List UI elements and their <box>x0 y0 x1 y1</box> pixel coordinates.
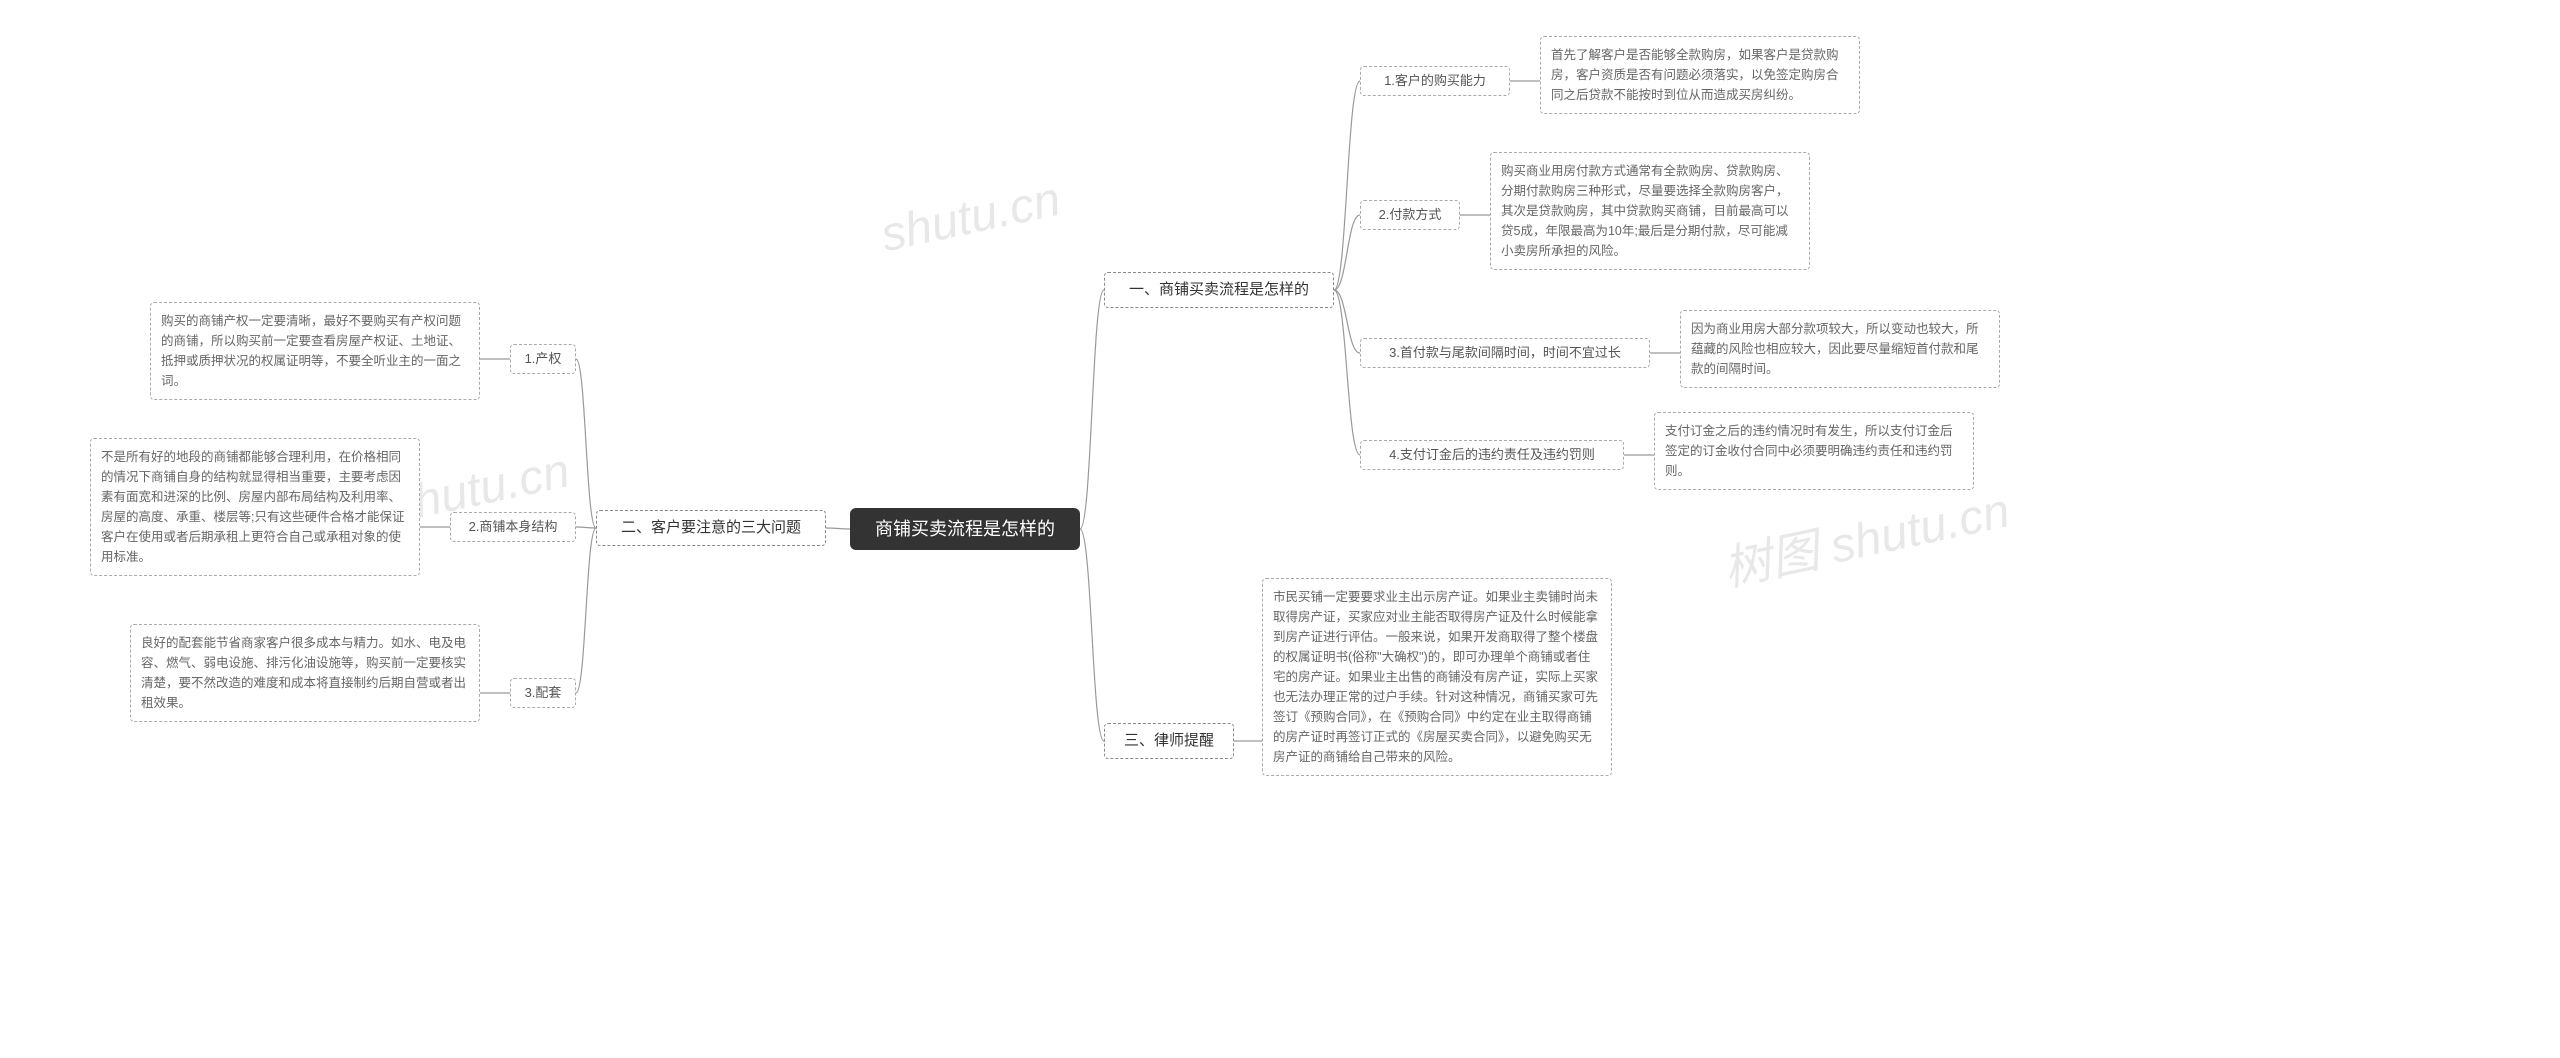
sub-2-3[interactable]: 3.配套 <box>510 678 576 708</box>
leaf-1-1: 首先了解客户是否能够全款购房，如果客户是贷款购房，客户资质是否有问题必须落实，以… <box>1540 36 1860 114</box>
sub-1-2[interactable]: 2.付款方式 <box>1360 200 1460 230</box>
leaf-2-2: 不是所有好的地段的商铺都能够合理利用，在价格相同的情况下商铺自身的结构就显得相当… <box>90 438 420 576</box>
branch-section-2[interactable]: 二、客户要注意的三大问题 <box>596 510 826 546</box>
leaf-1-4: 支付订金之后的违约情况时有发生，所以支付订金后签定的订金收付合同中必须要明确违约… <box>1654 412 1974 490</box>
sub-2-2[interactable]: 2.商铺本身结构 <box>450 512 576 542</box>
leaf-2-3: 良好的配套能节省商家客户很多成本与精力。如水、电及电容、燃气、弱电设施、排污化油… <box>130 624 480 722</box>
branch-section-3[interactable]: 三、律师提醒 <box>1104 723 1234 759</box>
leaf-1-3: 因为商业用房大部分款项较大，所以变动也较大，所蕴藏的风险也相应较大，因此要尽量缩… <box>1680 310 2000 388</box>
sub-1-1[interactable]: 1.客户的购买能力 <box>1360 66 1510 96</box>
leaf-2-1: 购买的商铺产权一定要清晰，最好不要购买有产权问题的商铺，所以购买前一定要查看房屋… <box>150 302 480 400</box>
branch-section-1[interactable]: 一、商铺买卖流程是怎样的 <box>1104 272 1334 308</box>
sub-2-1[interactable]: 1.产权 <box>510 344 576 374</box>
sub-1-4[interactable]: 4.支付订金后的违约责任及违约罚则 <box>1360 440 1624 470</box>
watermark: shutu.cn <box>876 172 1065 264</box>
leaf-1-2: 购买商业用房付款方式通常有全款购房、贷款购房、分期付款购房三种形式，尽量要选择全… <box>1490 152 1810 270</box>
sub-1-3[interactable]: 3.首付款与尾款间隔时间，时间不宜过长 <box>1360 338 1650 368</box>
root-node[interactable]: 商铺买卖流程是怎样的 <box>850 508 1080 550</box>
leaf-3: 市民买铺一定要要求业主出示房产证。如果业主卖铺时尚未取得房产证，买家应对业主能否… <box>1262 578 1612 776</box>
